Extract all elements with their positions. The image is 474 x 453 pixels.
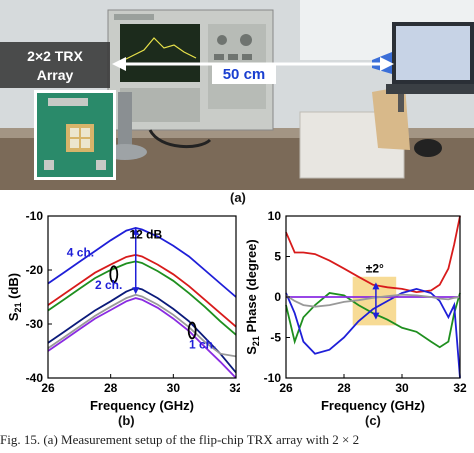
chart-c-y-tick-label-4: -10 [264,371,282,385]
chart-b-series-line-4 [47,297,237,379]
chart-c-series-line-0 [285,215,461,294]
chart-s21-phase: 26 28 30 32 10 5 0 -5 -10 Frequency (GHz) S21 Phas… [244,209,467,413]
chart-c-x-tick-label-0: 26 [279,381,293,395]
chart-b-y-tick-label-1: -20 [26,263,44,277]
chart-b-annotation-0: 4 ch. [67,246,94,260]
chart-b-x-axis-label: Frequency (GHz) [90,398,194,413]
chart-c-series-line-1 [285,292,461,349]
cable [148,129,212,149]
chart-c-x-tick-label-2: 30 [395,381,409,395]
figure-caption: Fig. 15. (a) Measurement setup of the fl… [0,432,360,447]
bench-top-board [0,128,474,138]
distance-label: 50 cm [223,66,266,83]
mouse [414,139,442,157]
chart-b-marker-ellipse-1 [187,321,197,340]
chart-b-series-line-5 [47,293,237,358]
chart-c-arrowhead-top [372,282,380,290]
chart-b-arrowhead-bottom [132,287,140,295]
chart-c-x-tick-label-1: 28 [337,381,351,395]
chart-b-series-line-2 [47,260,237,336]
absorber-cloth [372,86,410,150]
figure-label-a: (a) [230,190,246,205]
chart-b-x-tick-label-3: 32 [229,381,240,395]
array-pcb-inset [34,90,116,180]
probe-stand [118,92,132,152]
chart-b-series-line-3 [47,286,237,374]
chart-c-x-axis-label: Frequency (GHz) [321,398,425,413]
chart-b-annotation-3: 12 dB [129,228,162,242]
chart-c-series-line-2 [285,287,461,379]
chart-c-y-tick-label-0: 10 [268,209,282,223]
chart-c-y-tick-label-3: -5 [270,331,281,345]
figure-label-c: (c) [365,413,381,428]
array-label-line-2: Array [37,67,74,83]
chart-c-annotation-0: ±2° [366,262,384,276]
analyzer-screen [120,24,200,82]
figure-label-b: (b) [118,413,135,428]
chart-b-plot-frame [47,215,237,379]
chart-b-x-tick-label-1: 28 [104,381,118,395]
chart-c-y-tick-label-1: 5 [274,250,281,264]
chart-b-marker-ellipse-0 [109,265,119,284]
chart-c-arrowhead-bottom [372,312,380,320]
array-label-box [0,42,110,88]
array-label-line-1: 2×2 TRX [27,48,83,64]
chart-b-y-tick-label-2: -30 [26,317,44,331]
chart-b-y-tick-label-3: -40 [26,371,44,385]
distance-arrowhead-right [380,57,394,71]
chart-b-x-tick-label-0: 26 [41,381,55,395]
chart-c-highlight-band [352,276,397,326]
chart-b-annotation-2: 1 ch. [189,337,216,351]
measurement-setup-photo: 2×2 TRX Array 50 cm [0,0,474,190]
chart-b-y-axis-label: S21 (dB) [6,273,23,321]
chart-b-y-tick-label-0: -10 [26,209,44,223]
chart-c-y-tick-label-2: 0 [274,290,281,304]
distance-label-box [212,64,276,84]
chart-c-series-line-4 [285,293,461,308]
chart-b-series-line-1 [47,253,237,328]
chart-b-annotation-1: 2 ch. [95,278,122,292]
chart-c-x-tick-label-3: 32 [453,381,467,395]
chart-b-arrowhead-top [132,227,140,235]
chart-b-x-tick-label-2: 30 [167,381,181,395]
chart-s21-magnitude: 26 28 30 32 -10 -20 -30 -40 Frequency (GHz) S21 (… [6,209,240,413]
chart-b-series-line-0 [47,226,237,298]
distance-arrowhead-left [112,57,126,71]
laptop-base [386,84,474,94]
chart-c-y-axis-label: S21 Phase (degree) [244,239,261,355]
